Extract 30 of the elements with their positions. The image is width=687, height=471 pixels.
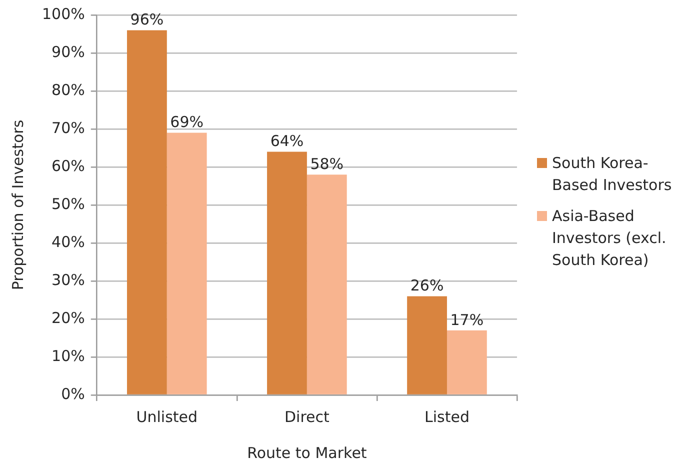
y-tick-label: 90% <box>52 42 85 61</box>
y-tick-label: 100% <box>42 4 85 23</box>
y-tick-label: 70% <box>52 118 85 137</box>
x-tick-label: Listed <box>424 408 470 426</box>
bar <box>446 330 487 394</box>
bar <box>166 132 207 394</box>
x-tick-label: Direct <box>284 408 330 426</box>
data-label: 26% <box>410 276 444 295</box>
y-tick-label: 10% <box>52 346 85 365</box>
data-label: 17% <box>450 310 484 329</box>
bar <box>306 174 347 394</box>
x-tick-label: Unlisted <box>136 408 198 426</box>
y-tick-label: 40% <box>52 232 85 251</box>
y-tick-label: 20% <box>52 308 85 327</box>
data-label: 58% <box>310 154 344 173</box>
bar <box>267 152 307 394</box>
y-tick-label: 30% <box>52 270 85 289</box>
y-tick-label: 50% <box>52 194 85 213</box>
data-label: 96% <box>130 10 164 29</box>
y-tick-label: 60% <box>52 156 85 175</box>
bar <box>407 296 447 394</box>
data-label: 64% <box>270 132 304 150</box>
legend-label: South Korea-Based Investors <box>552 152 673 196</box>
legend-label: Asia-Based Investors (excl. South Korea) <box>552 206 668 270</box>
data-label: 69% <box>170 113 204 132</box>
y-axis-title: Proportion of Investors <box>8 120 27 290</box>
bar <box>126 30 167 394</box>
y-tick-label: 80% <box>52 80 85 99</box>
x-axis-title: Route to Market <box>247 444 367 462</box>
y-tick-label: 0% <box>61 384 85 403</box>
